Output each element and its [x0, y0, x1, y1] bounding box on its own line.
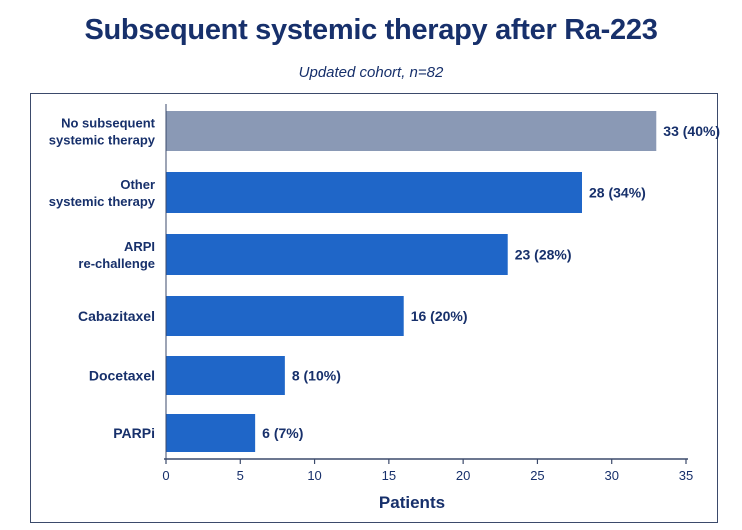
bar [166, 172, 582, 213]
bar [166, 296, 404, 336]
category-label: Docetaxel [89, 368, 155, 384]
data-label: 23 (28%) [515, 247, 572, 263]
data-label: 16 (20%) [411, 308, 468, 324]
category-label: systemic therapy [49, 133, 156, 148]
category-label: No subsequent [61, 116, 156, 131]
x-axis-title: Patients [379, 493, 445, 512]
chart-subtitle: Updated cohort, n=82 [298, 64, 444, 81]
bar [166, 356, 285, 395]
category-label: re-challenge [78, 256, 155, 271]
x-tick-label: 10 [307, 468, 321, 483]
data-label: 28 (34%) [589, 185, 646, 201]
category-label: Cabazitaxel [78, 308, 155, 324]
category-label: systemic therapy [49, 194, 156, 209]
x-tick-label: 20 [456, 468, 470, 483]
chart-frame [30, 93, 718, 523]
x-tick-label: 25 [530, 468, 544, 483]
bar [166, 234, 508, 275]
category-label: Other [120, 177, 155, 192]
chart-title: Subsequent systemic therapy after Ra-223 [84, 14, 658, 46]
x-tick-label: 30 [604, 468, 618, 483]
x-tick-label: 0 [162, 468, 169, 483]
data-label: 6 (7%) [262, 425, 303, 441]
bar [166, 111, 657, 151]
x-tick-label: 35 [679, 468, 693, 483]
category-label: PARPi [113, 425, 155, 441]
bar [166, 414, 256, 452]
data-label: 8 (10%) [292, 368, 341, 384]
x-tick-label: 5 [237, 468, 244, 483]
data-label: 33 (40%) [663, 123, 720, 139]
category-label: ARPI [124, 239, 155, 254]
x-tick-label: 15 [382, 468, 396, 483]
